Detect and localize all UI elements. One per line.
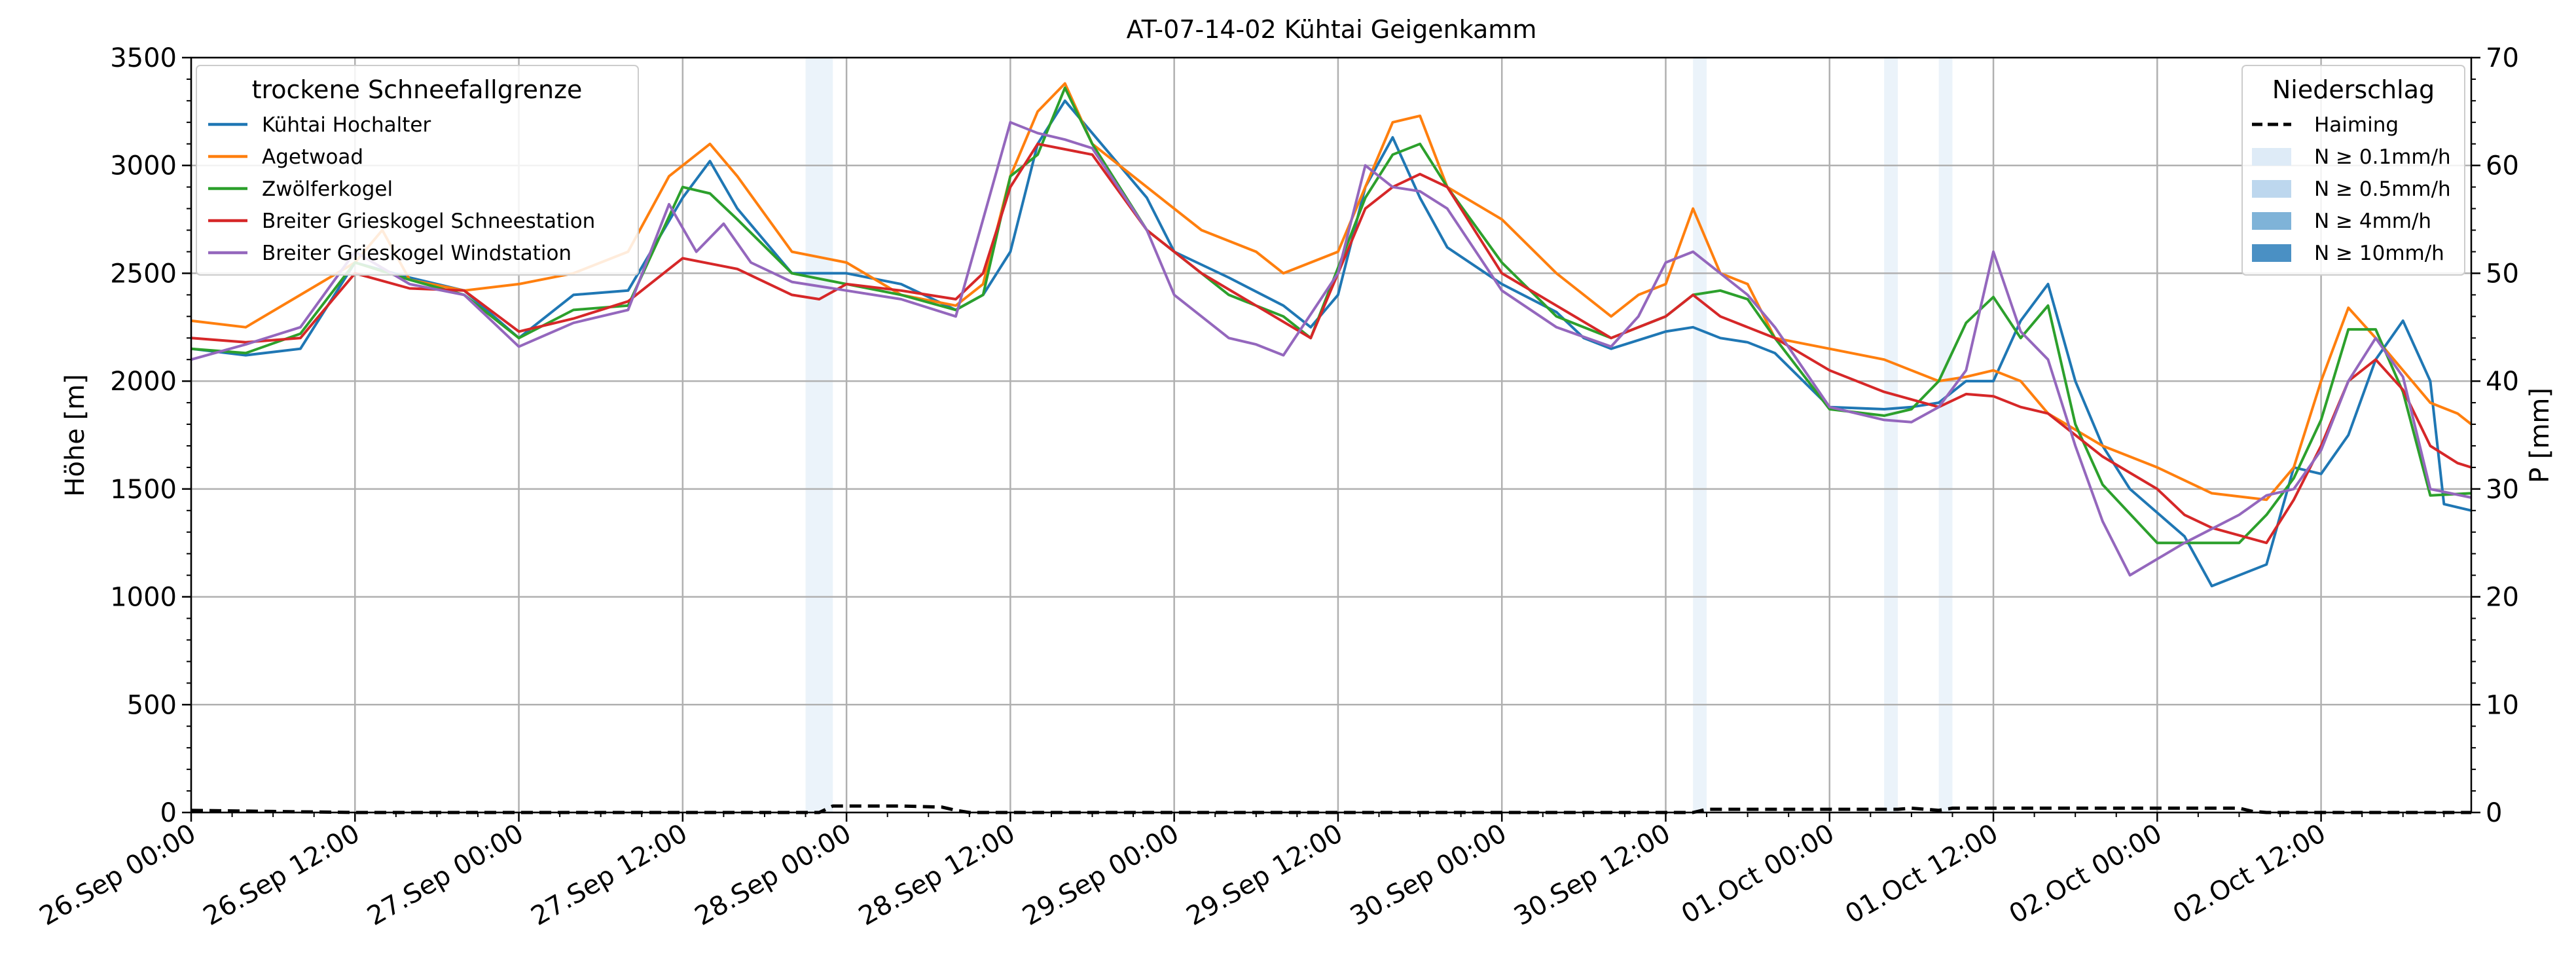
y2-tick-label-4: 40 — [2486, 367, 2519, 397]
legend-swatch-precip-4 — [2252, 244, 2291, 262]
y2-tick-label-5: 50 — [2486, 259, 2519, 289]
y-tick-label-6: 3000 — [110, 151, 177, 181]
legend-label-precip-3: N ≥ 4mm/h — [2314, 210, 2431, 233]
legend-snowfall-title: trockene Schneefallgrenze — [252, 75, 583, 104]
legend-snowfall: trockene Schneefallgrenze Kühtai Hochalt… — [196, 65, 639, 276]
x-tick-label-5: 28.Sep 12:00 — [854, 818, 1020, 932]
legend-label-precip-4: N ≥ 10mm/h — [2314, 242, 2444, 265]
series-line-breiter-grieskogel-schneestation — [190, 142, 2472, 545]
y-tick-label-0: 0 — [160, 798, 177, 828]
y-tick-label-7: 3500 — [110, 43, 177, 73]
x-tick-label-0: 26.Sep 00:00 — [35, 818, 201, 932]
precip-band-0 — [805, 58, 833, 812]
legend-label-breiter-grieskogel-windstation: Breiter Grieskogel Windstation — [262, 242, 571, 265]
x-tick-label-9: 30.Sep 12:00 — [1509, 818, 1675, 932]
x-tick-label-11: 01.Oct 12:00 — [1840, 818, 2003, 930]
series-line-agetwoad — [190, 82, 2473, 502]
precip-band-3 — [1938, 58, 1953, 812]
y2-tick-label-1: 10 — [2486, 690, 2519, 720]
legend-label-breiter-grieskogel-schneestation: Breiter Grieskogel Schneestation — [262, 210, 595, 233]
legend-swatch-precip-3 — [2252, 212, 2291, 230]
x-tick-label-10: 01.Oct 00:00 — [1677, 818, 1840, 930]
x-tick-label-2: 27.Sep 00:00 — [362, 818, 528, 932]
plot-frame — [190, 56, 2473, 814]
y2-tick-label-2: 20 — [2486, 583, 2519, 613]
legend-label-agetwoad: Agetwoad — [262, 145, 363, 169]
x-tick-label-1: 26.Sep 12:00 — [198, 818, 365, 932]
x-tick-label-12: 02.Oct 00:00 — [2004, 818, 2167, 930]
chart-title: AT-07-14-02 Kühtai Geigenkamm — [1127, 15, 1537, 44]
y-tick-label-3: 1500 — [110, 475, 177, 505]
legend-label-precip-0: Haiming — [2314, 113, 2399, 137]
legend-precipitation: Niederschlag Haiming N ≥ 0.1mm/h N ≥ 0.5mm… — [2241, 65, 2465, 276]
x-tick-label-13: 02.Oct 12:00 — [2168, 818, 2331, 930]
y2-tick-label-7: 70 — [2486, 43, 2519, 73]
series-line-k-htai-hochalter — [190, 99, 2472, 588]
precip-band-2 — [1884, 58, 1898, 812]
precip-band-1 — [1693, 58, 1707, 812]
x-tick-label-3: 27.Sep 12:00 — [526, 818, 693, 932]
y-tick-label-5: 2500 — [110, 259, 177, 289]
x-tick-label-7: 29.Sep 12:00 — [1182, 818, 1348, 932]
y2-tick-label-3: 30 — [2486, 475, 2519, 505]
y2-tick-label-6: 60 — [2486, 151, 2519, 181]
legend-precipitation-title: Niederschlag — [2272, 75, 2435, 104]
series-line-haiming — [190, 804, 2471, 814]
legend-swatch-precip-2 — [2252, 180, 2291, 198]
y-tick-label-4: 2000 — [110, 367, 177, 397]
x-tick-label-8: 30.Sep 00:00 — [1345, 818, 1512, 932]
x-tick-label-4: 28.Sep 00:00 — [690, 818, 856, 932]
y2-tick-label-0: 0 — [2486, 798, 2502, 828]
series-line-breiter-grieskogel-windstation — [190, 120, 2472, 577]
y-tick-label-1: 500 — [127, 690, 177, 720]
legend-label-precip-2: N ≥ 0.5mm/h — [2314, 177, 2451, 201]
y2-axis-label: P [mm] — [2525, 388, 2555, 483]
legend-label-zw-lferkogel: Zwölferkogel — [262, 177, 393, 201]
y-tick-label-2: 1000 — [110, 583, 177, 613]
x-tick-label-6: 29.Sep 00:00 — [1017, 818, 1184, 932]
y-axis-label: Höhe [m] — [60, 374, 90, 496]
legend-label-k-htai-hochalter: Kühtai Hochalter — [262, 113, 431, 137]
legend-swatch-precip-1 — [2252, 148, 2291, 166]
legend-label-precip-1: N ≥ 0.1mm/h — [2314, 145, 2451, 169]
